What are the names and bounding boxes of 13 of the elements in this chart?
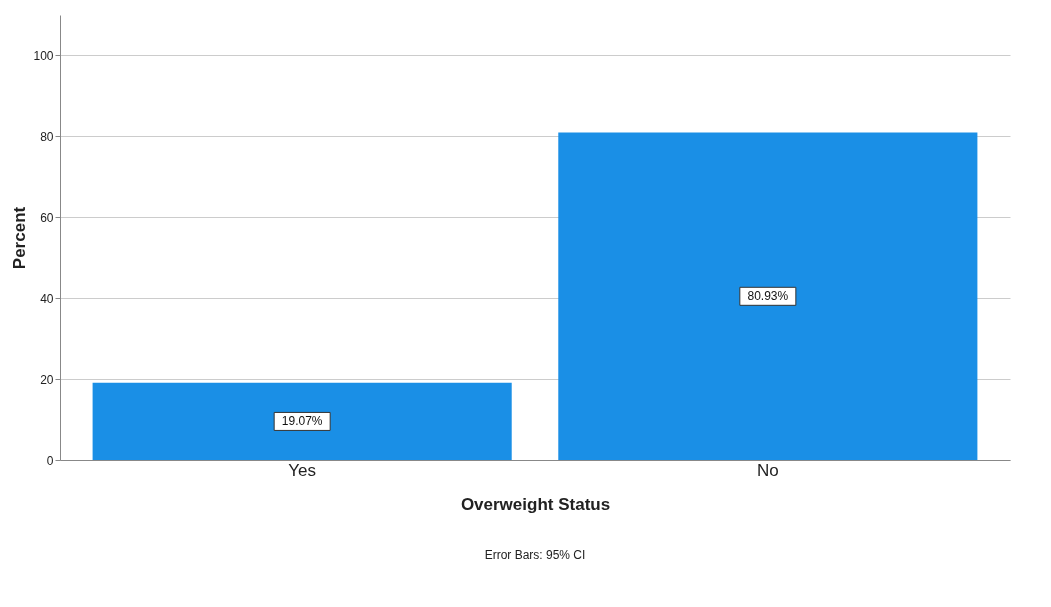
y-tick-label: 60: [40, 210, 54, 225]
x-tick-label: No: [756, 460, 779, 480]
y-tick-label: 100: [33, 48, 54, 63]
y-tick-label: 80: [40, 129, 54, 144]
text: Error Bars: 95% CI: [484, 548, 586, 562]
data-label: 80.93%: [747, 289, 789, 304]
y-tick-label: 0: [46, 453, 54, 468]
data-label: 19.07%: [281, 414, 323, 429]
y-axis-title: Percent: [10, 206, 30, 270]
y-tick-label: 40: [40, 291, 54, 306]
y-tick-label: 20: [40, 372, 54, 387]
x-tick-label: Yes: [288, 460, 317, 480]
x-axis-title: Overweight Status: [460, 494, 611, 514]
